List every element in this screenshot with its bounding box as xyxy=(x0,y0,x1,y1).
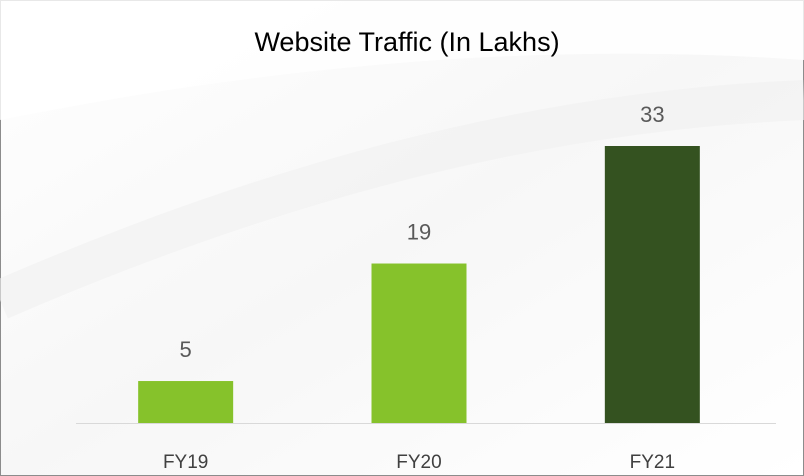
x-tick-label: FY20 xyxy=(396,452,441,473)
data-label: 33 xyxy=(640,102,664,127)
data-label: 19 xyxy=(407,219,431,244)
bar xyxy=(371,263,467,423)
background-swoosh xyxy=(0,0,804,120)
x-tick-label: FY21 xyxy=(630,452,675,473)
bar xyxy=(138,381,234,423)
chart-title: Website Traffic (In Lakhs) xyxy=(254,27,559,57)
data-label: 5 xyxy=(180,337,192,362)
bar xyxy=(604,146,700,423)
x-tick-label: FY19 xyxy=(163,452,208,473)
background-swoosh xyxy=(0,80,804,319)
